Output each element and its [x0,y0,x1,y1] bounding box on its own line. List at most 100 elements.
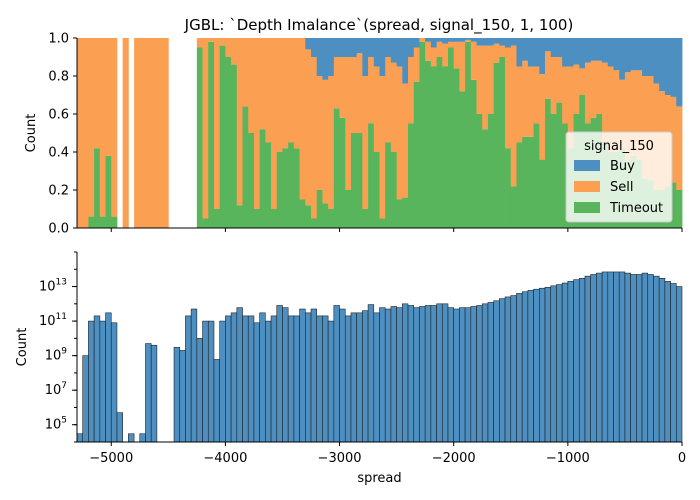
buy-segment [345,38,352,57]
timeout-segment [231,64,238,228]
histogram-bar [670,283,677,443]
histogram-bar [459,307,466,443]
timeout-segment [430,66,437,228]
histogram-bar [441,303,449,443]
buy-segment [602,38,609,63]
sell-segment [636,70,643,160]
sell-segment [590,60,597,118]
sell-segment [322,79,329,204]
sell-segment [151,38,158,228]
histogram-bar [139,433,146,443]
buy-segment [630,38,637,71]
timeout-segment [356,133,363,228]
timeout-segment [299,199,306,228]
sell-segment [88,38,95,217]
sell-segment [379,76,386,219]
timeout-segment [390,152,398,228]
sell-segment [362,76,369,209]
sell-segment [248,38,255,133]
histogram-bar [470,306,477,443]
sell-segment [459,41,466,92]
sell-segment [419,38,426,42]
histogram-bar [413,307,420,443]
histogram-bar [247,315,255,443]
timeout-segment [316,190,323,228]
timeout-segment [236,205,243,228]
sell-segment [676,106,683,190]
histogram-bar [105,312,112,443]
buy-segment [613,38,620,71]
top-y-tick-label: 0.0 [48,222,69,237]
buy-segment [339,38,346,57]
histogram-bar [384,308,392,443]
timeout-segment [259,129,266,228]
histogram-bar [396,307,403,443]
timeout-segment [470,79,477,228]
histogram-bar [333,305,340,443]
sell-segment [545,51,552,99]
histogram-bar [647,274,654,443]
histogram-bar [367,304,375,443]
histogram-bar [236,307,243,443]
timeout-segment [527,136,535,228]
timeout-segment [385,142,392,228]
sell-segment [213,38,221,209]
sell-segment [111,38,118,217]
legend-label-sell: Sell [610,180,633,195]
histogram-bar [93,315,101,443]
sell-segment [442,43,449,67]
histogram-bar [527,290,534,443]
sell-segment [430,47,437,67]
sell-segment [522,60,529,137]
buy-segment [636,38,643,71]
buy-segment [516,38,523,67]
timeout-segment [396,199,403,228]
histogram-bar [344,315,352,443]
buy-segment [482,38,489,46]
histogram-bar [499,298,506,443]
timeout-segment [362,209,369,228]
buy-segment [470,38,477,42]
sell-segment [265,38,272,143]
buy-segment [385,38,392,57]
buy-segment [596,38,603,61]
buy-segment [664,38,671,95]
histogram-bar [390,306,397,443]
buy-segment [527,38,535,67]
sell-segment [236,38,243,206]
sell-segment [333,57,340,109]
buy-segment [584,38,592,63]
top-y-tick-label: 0.6 [48,108,69,123]
timeout-segment [105,155,112,228]
timeout-segment [447,47,455,228]
timeout-segment [510,186,517,228]
sell-segment [350,57,358,133]
timeout-segment [111,216,118,228]
timeout-segment [99,216,106,228]
legend: signal_150 Buy Sell Timeout [565,131,673,223]
sell-segment [476,45,483,114]
buy-segment [328,38,335,76]
timeout-segment [253,209,261,228]
sell-segment [94,38,101,149]
sell-segment [613,70,620,152]
timeout-segment [94,148,101,228]
histogram-bar [259,312,266,443]
sell-segment [219,38,226,46]
buy-segment [510,38,517,46]
histogram-bar [179,350,186,443]
histogram-bar [590,274,597,443]
histogram-bar [310,308,318,443]
histogram-bar [624,272,631,443]
histogram-bar [464,307,472,443]
histogram-bar [641,272,649,443]
histogram-bar [584,275,591,443]
sell-segment [231,38,238,65]
sell-segment [316,76,323,190]
histogram-bar [207,320,215,443]
histogram-bar [356,312,363,443]
legend-swatch-buy [574,160,600,171]
bottom-x-tick-label: −4000 [203,451,247,466]
buy-segment [447,38,455,42]
buy-segment [476,38,483,46]
